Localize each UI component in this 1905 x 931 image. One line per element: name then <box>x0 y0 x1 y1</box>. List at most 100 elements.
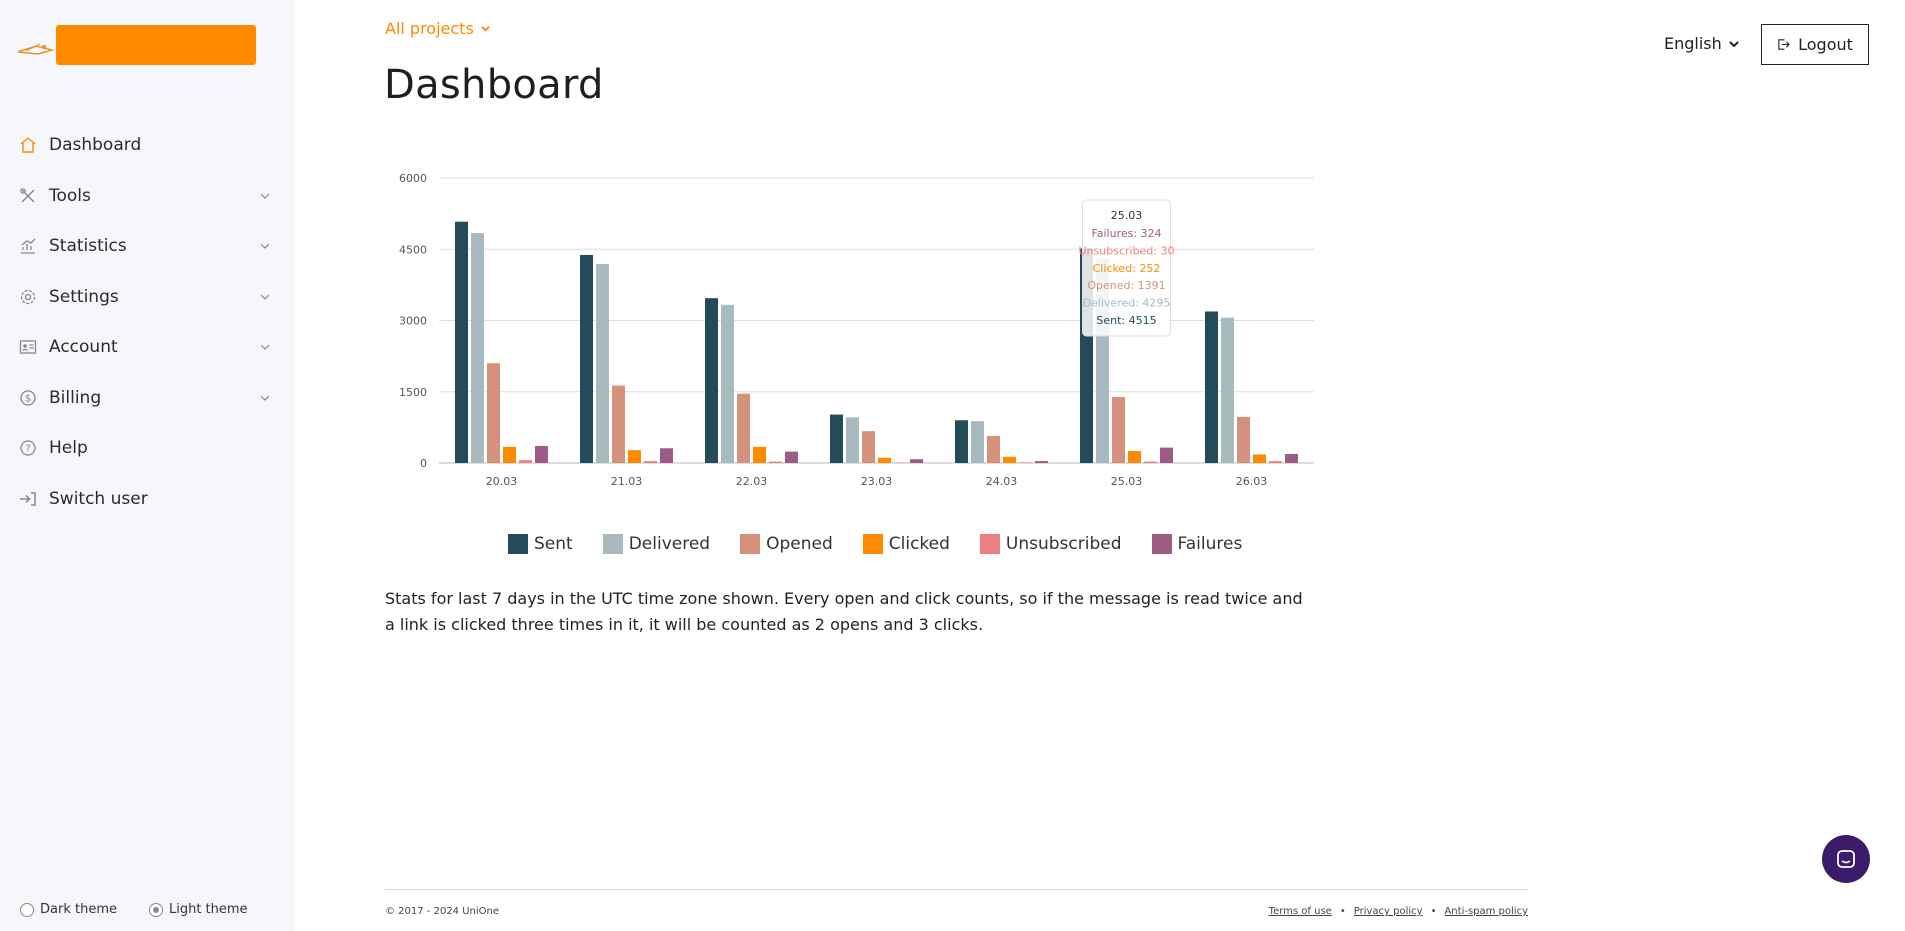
bar-clicked <box>753 446 766 463</box>
bar-delivered <box>1221 317 1234 463</box>
copyright: © 2017 - 2024 UniOne <box>385 906 500 917</box>
bar-clicked <box>1253 454 1266 463</box>
legend-item-opened[interactable]: Opened <box>740 534 833 554</box>
bar-unsubscribed <box>1144 461 1157 463</box>
sidebar-item-label: Help <box>49 438 88 459</box>
bar-clicked <box>1003 456 1016 463</box>
bar-failures <box>1035 461 1048 463</box>
sidebar-item-dashboard[interactable]: Dashboard <box>0 120 295 171</box>
legend-label: Delivered <box>628 534 711 554</box>
chart-legend: Sent Delivered Opened Clicked Unsubscribed Fa… <box>508 534 1272 554</box>
logout-button[interactable]: Logout <box>1761 24 1869 65</box>
legend-item-sent[interactable]: Sent <box>508 534 573 554</box>
language-selector[interactable]: English <box>1664 34 1740 53</box>
bar-failures <box>785 451 798 463</box>
footer-divider <box>385 889 1528 890</box>
sidebar-item-switch-user[interactable]: Switch user <box>0 474 295 525</box>
sidebar-item-billing[interactable]: $ Billing <box>0 373 295 424</box>
sidebar-item-account[interactable]: Account <box>0 322 295 373</box>
legend-item-unsubscribed[interactable]: Unsubscribed <box>979 534 1122 554</box>
x-tick-label: 25.03 <box>1111 475 1143 488</box>
sidebar-nav: Dashboard Tools Statistics Settings <box>0 120 295 524</box>
chat-widget-button[interactable] <box>1822 835 1870 883</box>
chevron-down-icon <box>1729 40 1739 47</box>
privacy-link[interactable]: Privacy policy <box>1353 906 1423 917</box>
projects-dropdown[interactable]: All projects <box>385 19 491 38</box>
chevron-down-icon <box>480 26 490 32</box>
bar-sent <box>455 221 468 463</box>
language-label: English <box>1664 34 1722 53</box>
light-theme-radio[interactable] <box>148 902 163 917</box>
antispam-link[interactable]: Anti-spam policy <box>1444 906 1528 917</box>
bar-opened <box>487 363 500 463</box>
chevron-down-icon <box>260 243 270 250</box>
light-theme-option[interactable]: Light theme <box>148 902 248 917</box>
svg-text:$: $ <box>25 393 31 404</box>
tools-icon <box>18 186 38 206</box>
x-tick-label: 26.03 <box>1236 475 1268 488</box>
terms-link[interactable]: Terms of use <box>1268 906 1332 917</box>
legend-item-clicked[interactable]: Clicked <box>862 534 950 554</box>
bar-unsubscribed <box>1269 461 1282 463</box>
svg-text:?: ? <box>25 444 30 455</box>
bar-sent <box>1205 311 1218 463</box>
switch-user-icon <box>18 489 38 509</box>
dark-theme-label: Dark theme <box>40 902 117 917</box>
sidebar-item-label: Tools <box>49 185 91 206</box>
sidebar-item-tools[interactable]: Tools <box>0 171 295 222</box>
bar-sent <box>830 414 843 463</box>
sidebar-item-label: Statistics <box>49 236 127 257</box>
dark-theme-radio[interactable] <box>20 902 34 917</box>
bar-unsubscribed <box>644 461 657 463</box>
sidebar-item-settings[interactable]: Settings <box>0 272 295 323</box>
chevron-down-icon <box>260 193 270 199</box>
legend-swatch <box>740 534 761 554</box>
tooltip-box <box>1082 199 1171 337</box>
sidebar-item-help[interactable]: ? Help <box>0 423 295 474</box>
stats-description: Stats for last 7 days in the UTC time zo… <box>385 589 1303 634</box>
legend-item-delivered[interactable]: Delivered <box>602 534 711 554</box>
bar-unsubscribed <box>1019 462 1032 463</box>
bar-opened <box>987 435 1000 463</box>
chevron-down-icon <box>260 344 270 351</box>
separator: • <box>1339 906 1346 917</box>
x-tick-label: 24.03 <box>986 475 1018 488</box>
home-icon <box>18 135 38 155</box>
page-title: Dashboard <box>384 62 604 108</box>
legend-label: Unsubscribed <box>1005 534 1122 554</box>
brand-logo[interactable] <box>56 25 256 65</box>
bar-clicked <box>1128 451 1141 463</box>
dark-theme-option[interactable]: Dark theme <box>20 902 117 917</box>
sidebar-item-label: Switch user <box>49 488 148 509</box>
legend-swatch <box>508 534 528 554</box>
y-tick-label: 1500 <box>399 386 427 399</box>
legend-swatch <box>862 534 883 554</box>
tooltip-line: Clicked: 252 <box>1093 262 1161 275</box>
bar-opened <box>737 393 750 463</box>
light-theme-label: Light theme <box>168 902 248 917</box>
bar-unsubscribed <box>519 460 532 463</box>
sidebar-item-statistics[interactable]: Statistics <box>0 221 295 272</box>
bar-opened <box>1237 416 1250 463</box>
legend-label: Opened <box>766 534 833 554</box>
sidebar-item-label: Settings <box>49 286 119 307</box>
bar-failures <box>1160 447 1173 463</box>
legend-label: Sent <box>534 534 573 554</box>
y-tick-label: 0 <box>420 457 427 470</box>
bar-chart: 0 1500 3000 4500 6000 20.03 21.03 22.03 23.03 24.… <box>399 172 1314 488</box>
bar-sent <box>955 420 968 463</box>
separator: • <box>1430 906 1437 917</box>
x-tick-label: 21.03 <box>611 475 643 488</box>
bar-sent <box>705 298 718 463</box>
id-card-icon <box>18 337 38 357</box>
tooltip-line: Delivered: 4295 <box>1083 297 1171 310</box>
tooltip-line: Failures: 324 <box>1091 227 1161 240</box>
legend-label: Clicked <box>888 534 950 554</box>
legend-swatch <box>602 534 623 554</box>
tooltip-line: Unsubscribed: 30 <box>1079 244 1175 257</box>
tooltip-title: 25.03 <box>1111 209 1143 222</box>
bar-delivered <box>971 421 984 463</box>
legend-item-failures[interactable]: Failures <box>1151 534 1242 554</box>
logo-icon[interactable] <box>16 38 56 60</box>
bar-clicked <box>503 446 516 463</box>
